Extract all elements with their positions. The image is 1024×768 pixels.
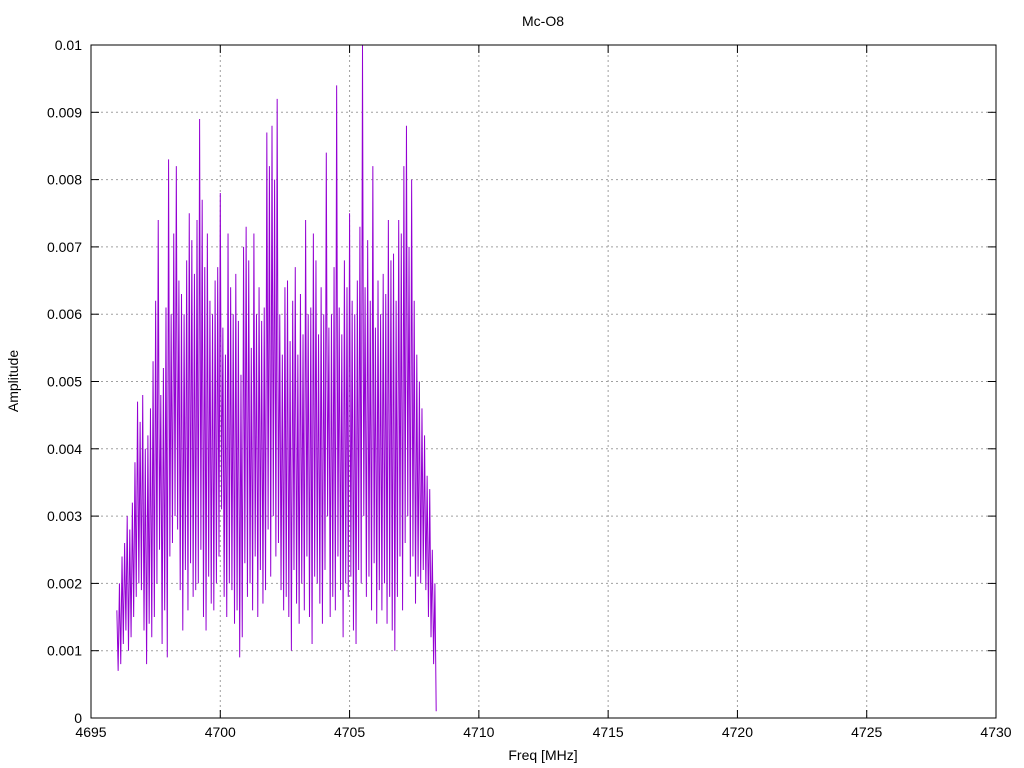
x-tick-label: 4730 [980,724,1011,740]
x-tick-label: 4725 [851,724,882,740]
x-axis-label: Freq [MHz] [508,747,577,763]
y-tick-label: 0.008 [47,172,82,188]
y-tick-label: 0.01 [55,37,82,53]
y-tick-label: 0.002 [47,575,82,591]
y-tick-label: 0 [74,710,82,726]
y-tick-label: 0.009 [47,104,82,120]
y-tick-label: 0.006 [47,306,82,322]
chart-title: Mc-O8 [522,13,564,29]
series-line [116,44,437,712]
x-tick-label: 4710 [463,724,494,740]
y-tick-label: 0.003 [47,508,82,524]
x-tick-label: 4700 [205,724,236,740]
x-tick-label: 4695 [75,724,106,740]
x-tick-label: 4720 [722,724,753,740]
data-layer [116,44,437,712]
y-tick-label: 0.007 [47,239,82,255]
y-tick-label: 0.005 [47,374,82,390]
y-tick-label: 0.001 [47,643,82,659]
x-tick-label: 4705 [334,724,365,740]
ticks: 4695 4700 4705 4710 4715 4720 4725 4730 0 0.001 0.… [47,37,1012,740]
y-axis-label: Amplitude [5,350,21,412]
x-tick-label: 4715 [593,724,624,740]
y-tick-label: 0.004 [47,441,82,457]
